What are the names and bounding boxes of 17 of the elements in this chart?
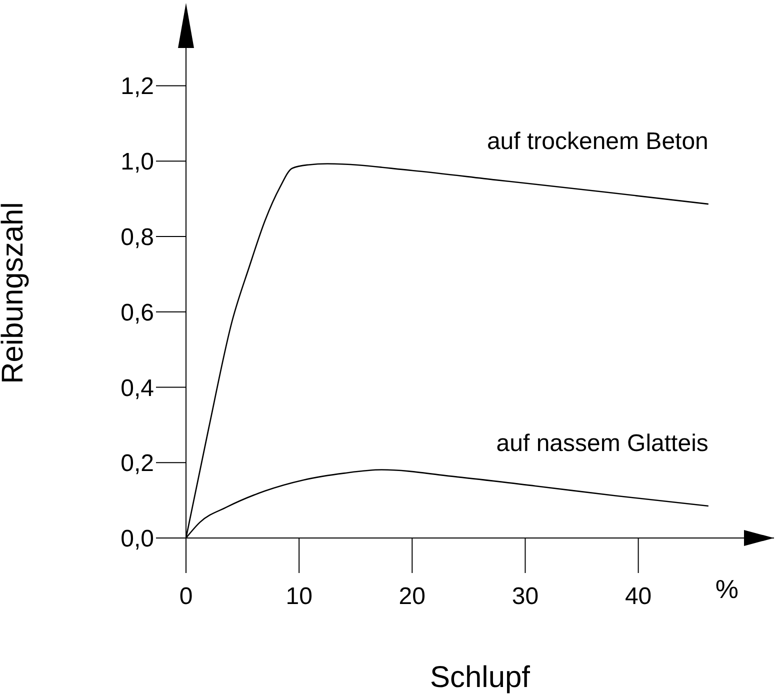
y-tick-label: 0,0 [120,526,154,553]
x-tick-label: 40 [624,583,652,610]
x-tick-label: 0 [179,583,193,610]
y-tick-label: 1,0 [120,148,154,176]
y-axis-title: Reibungszahl [0,202,30,384]
y-tick-label: 0,4 [120,374,154,402]
y-tick-label: 0,6 [120,299,154,326]
y-tick-label: 0,2 [120,450,154,478]
x-tick-label: 30 [512,583,539,610]
series-label: auf trockenem Beton [486,128,708,156]
y-tick-label: 0,8 [120,224,154,251]
x-axis-title: Schlupf [430,661,531,694]
text: % [715,574,739,604]
series-label: auf nassem Glatteis [496,430,708,457]
x-tick-label: 20 [398,583,426,610]
y-tick-label: 1,2 [120,73,154,100]
x-tick-label: 10 [286,583,312,610]
